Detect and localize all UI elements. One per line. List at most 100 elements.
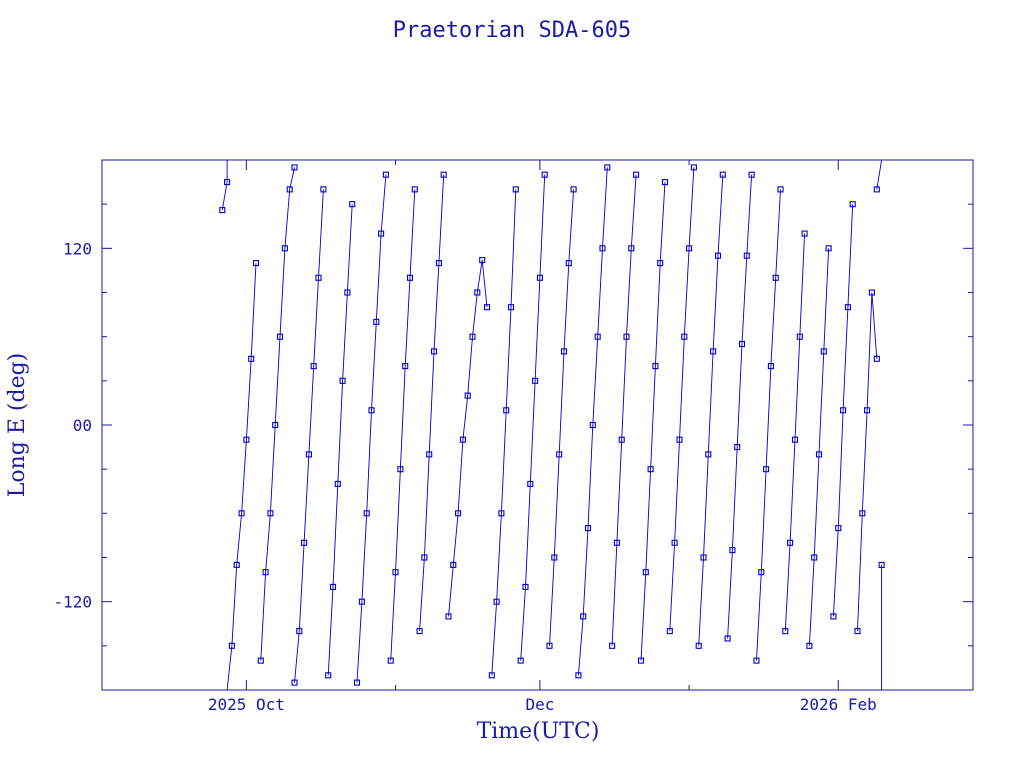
data-point [868, 289, 875, 296]
data-point [859, 510, 866, 517]
data-point [512, 186, 519, 193]
data-point [565, 260, 572, 267]
data-point [430, 348, 438, 355]
data-point [570, 186, 577, 193]
y-axis: -120 00 120 [53, 203, 973, 647]
data-point [445, 613, 452, 620]
y-tick-label: 120 [63, 239, 92, 258]
data-point [811, 554, 818, 561]
data-point [334, 480, 341, 487]
data-point [498, 510, 505, 517]
data-point [368, 407, 375, 414]
series-line-segment [832, 204, 854, 617]
data-point [233, 561, 240, 568]
data-point [402, 363, 409, 370]
data-point [844, 304, 851, 311]
data-point [301, 539, 308, 546]
data-point [878, 561, 885, 568]
series-line-segment [727, 174, 753, 639]
data-point [281, 245, 288, 252]
data-point [488, 672, 495, 679]
data-point [849, 201, 856, 208]
data-point [349, 201, 356, 208]
data-point [796, 333, 803, 340]
data-point [714, 252, 722, 259]
series-line-segment [857, 292, 878, 632]
data-point [705, 451, 712, 458]
data-point [243, 436, 250, 443]
data-point [738, 340, 746, 348]
data-point [686, 245, 693, 252]
series-line-segment [784, 233, 806, 632]
data-point [421, 554, 428, 561]
data-point [522, 583, 529, 590]
data-point [604, 164, 611, 171]
data-point [748, 171, 755, 178]
data-point [382, 171, 389, 178]
x-tick-label: 2026 Feb [800, 695, 877, 714]
data-point [329, 583, 337, 590]
data-point [411, 186, 418, 193]
x-axis-label: Time(UTC) [477, 719, 600, 744]
data-point [560, 348, 568, 355]
data-point [296, 628, 303, 635]
series-line-segment [390, 189, 416, 661]
series-line-segment [756, 189, 781, 661]
data-point [464, 392, 471, 399]
data-point [584, 525, 592, 532]
data-point [459, 436, 466, 443]
data-point [575, 672, 582, 679]
data-point [609, 642, 616, 649]
data-point [815, 451, 823, 458]
series-line-segment [294, 189, 324, 683]
series-line-segment [577, 167, 608, 676]
data-point [378, 230, 385, 237]
series-line-segment [226, 263, 257, 691]
data-point [440, 171, 447, 178]
data-point [594, 333, 601, 340]
data-point [671, 539, 678, 546]
data-point [695, 642, 702, 649]
data-point [358, 598, 365, 605]
data-point [320, 186, 327, 193]
data-point [763, 466, 770, 473]
data-point [546, 642, 553, 649]
data-point [637, 657, 645, 664]
data-point [801, 230, 808, 237]
data-point [661, 179, 669, 186]
data-point [291, 679, 298, 686]
series-line-segment [698, 174, 724, 646]
data-point [873, 186, 880, 193]
data-point [286, 186, 293, 193]
data-point [262, 569, 269, 576]
data-point [541, 171, 548, 178]
series-line-segment [520, 174, 546, 661]
data-point [406, 274, 414, 281]
series-line-segment [356, 174, 387, 683]
data-point [864, 407, 871, 414]
data-point [272, 421, 279, 429]
data-point [806, 642, 813, 649]
data-point [613, 539, 620, 546]
data-point [353, 679, 361, 686]
data-point [628, 245, 635, 252]
data-point [753, 657, 760, 664]
data-point [536, 274, 543, 281]
data-point [652, 363, 659, 370]
data-point [724, 635, 731, 642]
y-axis-label: Long E (deg) [5, 353, 30, 498]
data-point [767, 363, 774, 370]
data-point [228, 642, 235, 649]
data-point [238, 510, 245, 517]
data-point [787, 539, 794, 546]
data-point [729, 547, 736, 554]
data-point [387, 657, 394, 664]
x-tick-label: 2025 Oct [208, 695, 285, 714]
data-point [734, 444, 741, 451]
data-point [507, 304, 515, 311]
data-point [248, 355, 255, 362]
data-point [325, 672, 332, 679]
series-line-segment [260, 167, 295, 661]
data-point [469, 333, 476, 340]
